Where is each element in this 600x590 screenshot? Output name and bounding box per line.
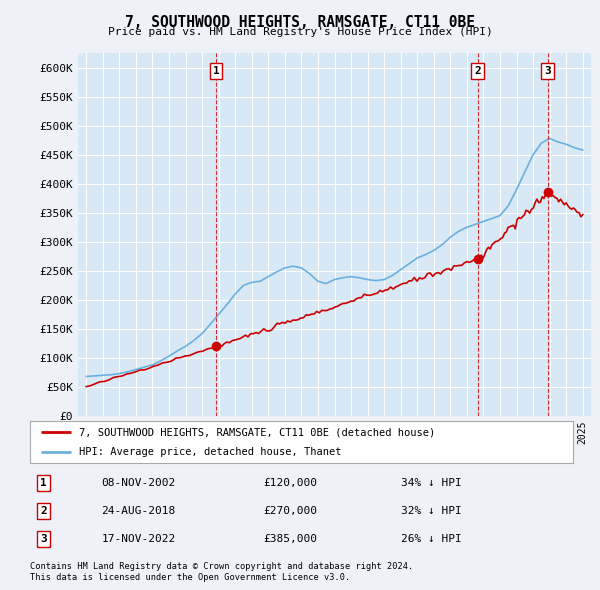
Text: 2: 2 xyxy=(474,66,481,76)
Text: 17-NOV-2022: 17-NOV-2022 xyxy=(101,534,176,544)
Text: This data is licensed under the Open Government Licence v3.0.: This data is licensed under the Open Gov… xyxy=(30,573,350,582)
Text: 24-AUG-2018: 24-AUG-2018 xyxy=(101,506,176,516)
Text: HPI: Average price, detached house, Thanet: HPI: Average price, detached house, Than… xyxy=(79,447,341,457)
Text: 08-NOV-2002: 08-NOV-2002 xyxy=(101,478,176,488)
Text: Contains HM Land Registry data © Crown copyright and database right 2024.: Contains HM Land Registry data © Crown c… xyxy=(30,562,413,571)
Text: 34% ↓ HPI: 34% ↓ HPI xyxy=(401,478,462,488)
Text: 7, SOUTHWOOD HEIGHTS, RAMSGATE, CT11 0BE: 7, SOUTHWOOD HEIGHTS, RAMSGATE, CT11 0BE xyxy=(125,15,475,30)
Text: 26% ↓ HPI: 26% ↓ HPI xyxy=(401,534,462,544)
Text: 1: 1 xyxy=(40,478,47,488)
Text: £385,000: £385,000 xyxy=(263,534,317,544)
Text: £120,000: £120,000 xyxy=(263,478,317,488)
Text: Price paid vs. HM Land Registry's House Price Index (HPI): Price paid vs. HM Land Registry's House … xyxy=(107,27,493,37)
Text: 1: 1 xyxy=(213,66,220,76)
Text: £270,000: £270,000 xyxy=(263,506,317,516)
Text: 2: 2 xyxy=(40,506,47,516)
Text: 7, SOUTHWOOD HEIGHTS, RAMSGATE, CT11 0BE (detached house): 7, SOUTHWOOD HEIGHTS, RAMSGATE, CT11 0BE… xyxy=(79,427,435,437)
Text: 32% ↓ HPI: 32% ↓ HPI xyxy=(401,506,462,516)
Text: 3: 3 xyxy=(40,534,47,544)
Text: 3: 3 xyxy=(544,66,551,76)
